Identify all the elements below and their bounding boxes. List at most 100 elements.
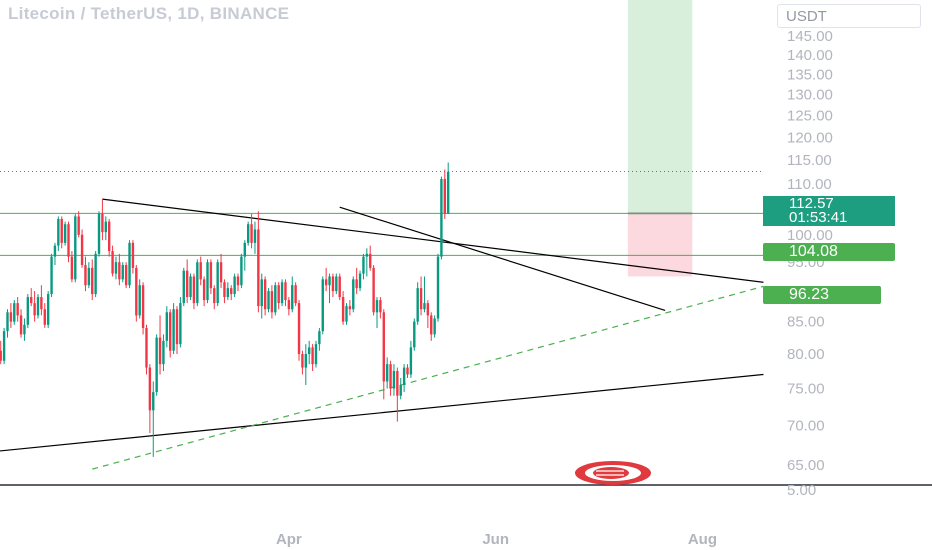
candle: [379, 297, 382, 319]
candle: [30, 288, 33, 307]
candle-body: [192, 276, 196, 304]
candle-body: [196, 262, 199, 304]
candle-body: [111, 251, 114, 274]
candle: [23, 318, 26, 341]
candle-body: [443, 179, 446, 214]
candle: [270, 285, 274, 319]
candle: [446, 162, 450, 214]
candle-body: [182, 270, 185, 304]
candle-body: [399, 384, 402, 396]
time-tick-label: Jun: [482, 531, 509, 548]
candle-body: [335, 276, 338, 292]
candle: [165, 306, 169, 348]
candle: [243, 240, 246, 271]
candle-body: [369, 253, 372, 268]
candle-body: [141, 285, 145, 328]
candle: [331, 273, 335, 298]
candle: [114, 256, 118, 280]
candle-body: [91, 267, 94, 295]
current-price-value: 112.57: [789, 195, 834, 212]
candle-body: [440, 179, 443, 257]
candle-body: [338, 276, 341, 298]
candle: [77, 211, 80, 238]
candle-body: [97, 213, 101, 254]
candle-body: [26, 297, 30, 325]
candle: [297, 300, 301, 361]
trendline-2: [92, 285, 764, 470]
price-tick-label: 115.00: [787, 152, 832, 169]
candle-body: [36, 297, 40, 316]
candle: [13, 300, 16, 325]
candle: [60, 216, 63, 249]
candle-body: [331, 276, 335, 292]
candle-body: [169, 312, 172, 351]
candle-body: [67, 224, 70, 257]
watermark-logo: [575, 461, 651, 485]
trendlines[interactable]: [0, 198, 764, 470]
candle: [250, 213, 253, 249]
currency-selector[interactable]: USDT: [777, 4, 921, 28]
candle-body: [260, 279, 263, 307]
candle: [179, 297, 182, 348]
target-zone: [627, 0, 693, 214]
candle-body: [308, 347, 311, 355]
stop-zone: [627, 213, 693, 277]
candle-body: [179, 303, 182, 345]
candle: [402, 364, 406, 393]
price-tick-label: 135.00: [787, 66, 833, 83]
candle-body: [311, 347, 314, 365]
candle: [111, 245, 114, 277]
candle: [409, 340, 413, 378]
candle: [97, 211, 101, 257]
candle-body: [185, 270, 189, 298]
candle-body: [433, 318, 436, 335]
candle: [419, 276, 423, 316]
time-axis[interactable]: Apr Jun Aug: [276, 531, 717, 548]
candle-body: [280, 282, 284, 304]
candle: [423, 276, 426, 313]
candle-body: [148, 367, 152, 411]
candle-body: [202, 279, 206, 301]
candle-body: [46, 294, 50, 325]
price-tick-label: 80.00: [787, 346, 825, 363]
candle-body: [13, 303, 16, 322]
candle: [257, 211, 260, 313]
candle-body: [274, 285, 277, 313]
candle-body: [409, 347, 413, 375]
candle: [118, 253, 121, 286]
candle: [246, 221, 250, 246]
candle-body: [206, 262, 209, 301]
candle: [321, 276, 324, 335]
candle: [80, 229, 84, 268]
candle: [341, 291, 345, 325]
candle: [301, 350, 304, 375]
candle: [138, 279, 141, 319]
candle: [87, 262, 91, 289]
candle-body: [199, 262, 202, 280]
candle-body: [355, 279, 358, 289]
candle-body: [162, 340, 165, 365]
candle: [128, 240, 131, 289]
candle-body: [382, 312, 385, 382]
candle-body: [446, 171, 450, 214]
candle: [148, 364, 152, 434]
candle-body: [121, 265, 124, 280]
trendline-3: [102, 198, 764, 283]
candle-body: [243, 242, 246, 257]
candle: [223, 279, 226, 304]
candle: [0, 340, 2, 365]
candle-body: [77, 216, 80, 235]
candle-countdown: 01:53:41: [789, 209, 848, 226]
candle-body: [19, 315, 23, 335]
candle: [440, 176, 443, 260]
price-tick-label: 85.00: [787, 314, 825, 331]
price-tick-label: 145.00: [787, 28, 833, 45]
candle-body: [321, 279, 324, 332]
long-position-zones[interactable]: [627, 0, 693, 277]
candle: [308, 340, 311, 365]
candle: [50, 253, 53, 298]
symbol-title[interactable]: Litecoin / TetherUS, 1D, BINANCE: [8, 4, 290, 23]
candle: [385, 357, 389, 389]
candle: [19, 309, 23, 338]
